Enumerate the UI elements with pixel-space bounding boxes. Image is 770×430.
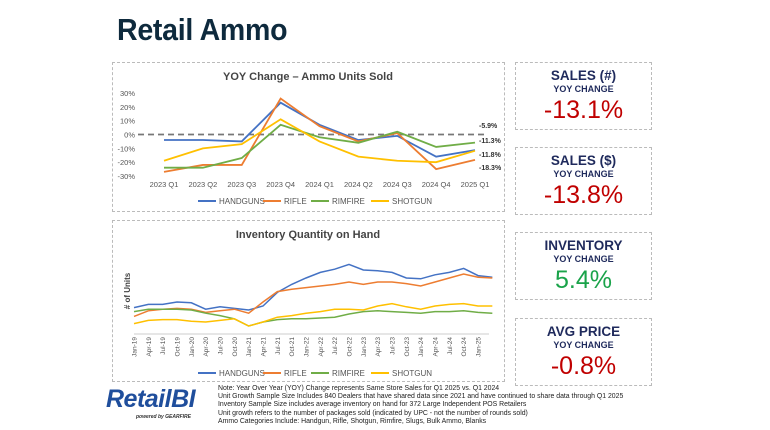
x-tick-label: 2024 Q4 xyxy=(422,180,451,189)
x-tick-label: Apr-19 xyxy=(146,337,153,357)
kpi-heading: SALES ($) xyxy=(550,153,617,168)
page-title: Retail Ammo xyxy=(117,12,288,47)
kpi-value: 5.4% xyxy=(555,266,612,294)
x-tick-label: Oct-22 xyxy=(347,337,354,357)
kpi-inventory: INVENTORY YOY CHANGE 5.4% xyxy=(515,232,652,300)
y-tick-label: 20% xyxy=(120,103,135,112)
x-tick-label: Apr-20 xyxy=(203,337,210,357)
x-tick-label: Jul-19 xyxy=(160,337,167,355)
kpi-subheading: YOY CHANGE xyxy=(553,169,614,179)
series-line-shotgun xyxy=(133,302,493,327)
retailbi-logo: RetailBI powered by GEARFIRE xyxy=(106,386,211,426)
legend-label: HANDGUNS xyxy=(219,197,265,206)
kpi-heading: SALES (#) xyxy=(550,68,617,83)
note-line: Inventory Sample Size includes average i… xyxy=(218,401,527,409)
kpi-value: -13.8% xyxy=(543,181,624,209)
x-tick-label: Oct-24 xyxy=(461,337,468,357)
legend-label: RIFLE xyxy=(284,369,307,378)
x-tick-label: Jan-25 xyxy=(476,337,483,357)
note-line: Unit Growth Sample Size Includes 840 Dea… xyxy=(218,393,624,401)
x-tick-label: Jul-20 xyxy=(218,337,225,355)
x-tick-label: Jan-21 xyxy=(246,337,253,357)
end-label: -5.9% xyxy=(479,123,498,130)
x-tick-label: 2024 Q2 xyxy=(344,180,373,189)
kpi-sales-units: SALES (#) YOY CHANGE -13.1% xyxy=(515,62,652,130)
x-tick-label: Apr-24 xyxy=(433,337,440,357)
x-tick-label: Oct-23 xyxy=(404,337,411,357)
x-tick-label: Jul-22 xyxy=(332,337,339,355)
end-label: -11.3% xyxy=(479,138,502,145)
x-tick-label: Jan-24 xyxy=(418,337,425,357)
end-label: -11.8% xyxy=(479,152,502,159)
kpi-subheading: YOY CHANGE xyxy=(553,340,614,350)
x-tick-label: Oct-21 xyxy=(289,337,296,357)
x-tick-label: Jul-24 xyxy=(447,337,454,355)
y-tick-label: 30% xyxy=(120,89,135,98)
x-tick-label: Jan-20 xyxy=(189,337,196,357)
x-tick-label: 2023 Q1 xyxy=(150,180,179,189)
series-line-handguns xyxy=(133,263,493,311)
y-tick-label: -10% xyxy=(117,144,135,153)
x-tick-label: Oct-19 xyxy=(175,337,182,357)
kpi-value: -0.8% xyxy=(550,352,617,380)
note-line: Note: Year Over Year (YOY) Change repres… xyxy=(218,385,500,392)
x-tick-label: Oct-20 xyxy=(232,337,239,357)
x-tick-label: 2023 Q2 xyxy=(188,180,217,189)
x-tick-label: Jan-22 xyxy=(304,337,311,357)
footnotes: Note: Year Over Year (YOY) Change repres… xyxy=(218,385,623,426)
legend-label: SHOTGUN xyxy=(392,369,432,378)
logo-text: RetailBI xyxy=(106,385,196,413)
kpi-value: -13.1% xyxy=(543,96,624,124)
x-tick-label: 2025 Q1 xyxy=(461,180,490,189)
kpi-heading: AVG PRICE xyxy=(546,324,621,339)
legend-label: RIFLE xyxy=(284,197,307,206)
note-line: Ammo Categories Include: Handgun, Rifle,… xyxy=(218,417,487,425)
x-tick-label: Apr-21 xyxy=(261,337,268,357)
end-label: -18.3% xyxy=(479,165,502,172)
legend-label: RIMFIRE xyxy=(332,369,365,378)
y-tick-label: -20% xyxy=(117,158,135,167)
series-line-rifle xyxy=(133,273,493,318)
series-line-shotgun xyxy=(163,118,476,164)
x-tick-label: 2023 Q3 xyxy=(227,180,256,189)
y-tick-label: 10% xyxy=(120,117,135,126)
x-tick-label: Jul-21 xyxy=(275,337,282,355)
x-tick-label: 2024 Q1 xyxy=(305,180,334,189)
legend-label: SHOTGUN xyxy=(392,197,432,206)
x-tick-label: Jan-19 xyxy=(132,337,139,357)
x-tick-label: Apr-22 xyxy=(318,337,325,357)
note-line: Unit growth refers to the number of pack… xyxy=(218,409,528,417)
x-tick-label: Jan-23 xyxy=(361,337,368,357)
inventory-chart: Inventory Quantity on Hand # of Units Jan-… xyxy=(112,220,505,382)
x-tick-label: Apr-23 xyxy=(375,337,382,357)
x-tick-label: 2023 Q4 xyxy=(266,180,295,189)
logo-tagline: powered by GEARFIRE xyxy=(136,414,192,420)
kpi-subheading: YOY CHANGE xyxy=(553,254,614,264)
y-axis-label: # of Units xyxy=(123,272,132,309)
series-line-rimfire xyxy=(133,308,493,327)
chart-title: YOY Change – Ammo Units Sold xyxy=(223,71,393,83)
kpi-sales-dollars: SALES ($) YOY CHANGE -13.8% xyxy=(515,147,652,215)
y-tick-label: 0% xyxy=(124,131,135,140)
chart-title: Inventory Quantity on Hand xyxy=(236,229,380,241)
yoy-chart: YOY Change – Ammo Units Sold 30% 20% 10% 0% -… xyxy=(112,62,505,212)
legend-label: RIMFIRE xyxy=(332,197,365,206)
kpi-subheading: YOY CHANGE xyxy=(553,84,614,94)
series-line-handguns xyxy=(164,101,476,158)
kpi-heading: INVENTORY xyxy=(544,238,623,253)
x-tick-label: 2024 Q3 xyxy=(383,180,412,189)
legend-label: HANDGUNS xyxy=(219,369,265,378)
series-line-rimfire xyxy=(164,123,476,169)
kpi-avg-price: AVG PRICE YOY CHANGE -0.8% xyxy=(515,318,652,386)
y-tick-label: -30% xyxy=(117,172,135,181)
x-tick-label: Jul-23 xyxy=(390,337,397,355)
